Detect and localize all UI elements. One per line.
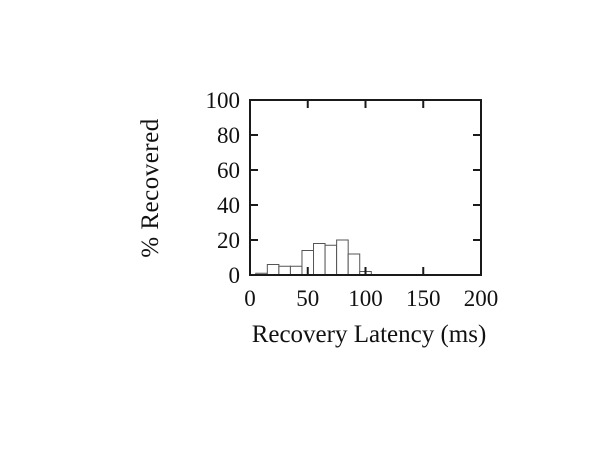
- histogram-bar: [313, 243, 326, 276]
- histogram-bar: [278, 265, 291, 276]
- x-tick-label: 100: [348, 286, 383, 311]
- histogram-bar: [347, 253, 361, 276]
- y-tick-label: 100: [206, 88, 241, 113]
- x-tick-label: 200: [464, 286, 499, 311]
- y-tick-label: 40: [217, 193, 240, 218]
- x-tick-label: 50: [296, 286, 319, 311]
- x-axis-title: Recovery Latency (ms): [251, 321, 487, 348]
- histogram-bar: [266, 264, 280, 276]
- x-tick-label: 0: [244, 286, 256, 311]
- histogram-bar: [336, 239, 349, 276]
- y-tick-label: 80: [217, 123, 240, 148]
- histogram-bar: [324, 244, 338, 276]
- y-axis-title: % Recovered: [137, 118, 164, 258]
- y-tick-label: 60: [217, 158, 240, 183]
- plot-frame: [249, 99, 482, 276]
- histogram-bar: [289, 265, 303, 276]
- y-tick-label: 0: [229, 263, 241, 288]
- y-tick-label: 20: [217, 228, 240, 253]
- x-tick-label: 150: [406, 286, 441, 311]
